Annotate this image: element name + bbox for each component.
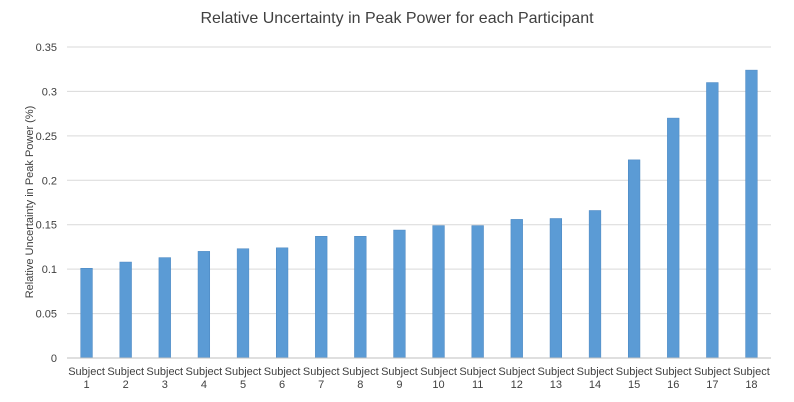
x-tick-label: Subject 14 (577, 366, 614, 391)
x-tick-label: Subject 9 (381, 366, 418, 391)
x-tick-label: Subject 7 (303, 366, 340, 391)
bar (236, 248, 250, 359)
x-tick-label: Subject 6 (264, 366, 301, 391)
bars (80, 69, 758, 359)
x-tick-label: Subject 1 (68, 366, 105, 391)
bar (80, 268, 93, 359)
bar (158, 257, 171, 359)
chart-title: Relative Uncertainty in Peak Power for e… (200, 10, 594, 27)
x-tick-label: Subject 11 (459, 366, 496, 391)
y-tick-label: 0.3 (42, 86, 57, 98)
bar (119, 261, 132, 359)
bar (315, 236, 328, 359)
y-tick-labels: 0 0.05 0.1 0.15 0.2 0.25 0.3 0.35 (36, 42, 57, 365)
y-tick-label: 0.1 (42, 264, 57, 276)
y-tick-label: 0.05 (36, 309, 57, 321)
x-tick-label: Subject 17 (694, 366, 731, 391)
bar (745, 69, 758, 359)
bar (667, 117, 680, 359)
x-tick-label: Subject 13 (538, 366, 575, 391)
x-tick-label: Subject 16 (655, 366, 692, 391)
y-tick-label: 0.35 (36, 42, 57, 54)
bar (275, 247, 289, 359)
y-axis-label: Relative Uncertainty in Peak Power (%) (24, 106, 36, 299)
gridlines (67, 46, 771, 315)
bar (393, 229, 406, 359)
y-tick-label: 0.15 (36, 220, 57, 232)
x-tick-label: Subject 15 (616, 366, 653, 391)
bar (432, 225, 445, 359)
x-tick-label: Subject 12 (498, 366, 535, 391)
bar (588, 210, 602, 359)
x-tick-label: Subject 18 (733, 366, 770, 391)
x-tick-label: Subject 8 (342, 366, 379, 391)
bar (510, 219, 523, 359)
y-tick-label: 0.2 (42, 175, 57, 187)
y-tick-label: 0 (51, 353, 57, 365)
bar (197, 251, 211, 359)
x-tick-label: Subject 2 (107, 366, 144, 391)
bar (627, 159, 641, 359)
x-tick-label: Subject 10 (420, 366, 457, 391)
bar (354, 236, 367, 359)
bar (471, 225, 484, 359)
bar (549, 218, 563, 359)
x-tick-label: Subject 5 (225, 366, 262, 391)
y-tick-label: 0.25 (36, 131, 57, 143)
bar (706, 82, 719, 359)
x-tick-label: Subject 3 (146, 366, 183, 391)
x-tick-label: Subject 4 (186, 366, 223, 391)
